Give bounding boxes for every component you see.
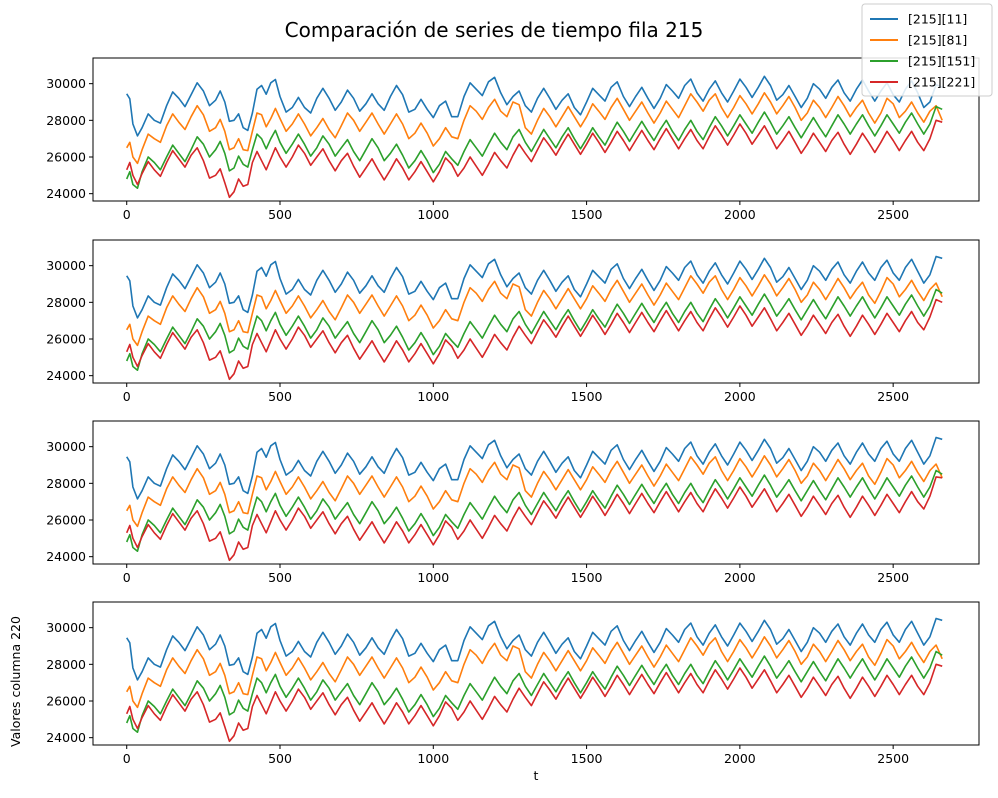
x-tick-label: 1000 <box>417 389 449 404</box>
y-axis-label: Valores columna 220 <box>8 616 23 747</box>
series-line-2 <box>126 636 943 709</box>
y-tick-label: 26000 <box>46 332 86 347</box>
series-line-3 <box>125 105 943 189</box>
x-tick-label: 1500 <box>571 389 603 404</box>
legend-box <box>861 3 993 97</box>
x-tick-label: 0 <box>123 207 131 222</box>
y-tick-label: 28000 <box>46 295 86 310</box>
series-line-1 <box>126 617 943 681</box>
x-tick-label: 500 <box>268 570 292 585</box>
x-tick-label: 0 <box>123 389 131 404</box>
x-tick-label: 0 <box>123 751 131 766</box>
y-tick-label: 24000 <box>46 730 86 745</box>
y-tick-label: 26000 <box>46 694 86 709</box>
x-tick-label: 1000 <box>417 751 449 766</box>
x-tick-label: 1000 <box>417 207 449 222</box>
y-tick-label: 24000 <box>46 549 86 564</box>
x-tick-label: 0 <box>123 570 131 585</box>
x-tick-label: 2500 <box>877 389 909 404</box>
x-tick-label: 1500 <box>571 751 603 766</box>
y-tick-label: 28000 <box>46 113 86 128</box>
legend-label: [215][221] <box>908 75 975 90</box>
legend-label: [215][11] <box>908 12 967 27</box>
x-tick-label: 2000 <box>724 570 756 585</box>
y-tick-label: 28000 <box>46 657 86 672</box>
axes-frame <box>92 420 980 565</box>
x-axis-label: t <box>534 768 539 783</box>
figure-title: Comparación de series de tiempo fila 215 <box>285 18 704 42</box>
series-line-2 <box>126 92 943 165</box>
series-group <box>125 75 943 199</box>
y-tick-label: 30000 <box>46 76 86 91</box>
x-tick-label: 500 <box>268 389 292 404</box>
series-group <box>125 436 943 562</box>
y-tick-label: 24000 <box>46 186 86 201</box>
y-tick-label: 26000 <box>46 150 86 165</box>
subplot-2: 0 500 1000 1500 2000 2500 24000 26000 28000 30000 <box>46 239 980 404</box>
y-tick-label: 30000 <box>46 258 86 273</box>
y-tick-label: 30000 <box>46 620 86 635</box>
series-line-1 <box>126 75 943 137</box>
x-tick-label: 1500 <box>571 207 603 222</box>
subplot-1: 0 500 1000 1500 2000 2500 24000 26000 28000 30000 <box>46 57 980 222</box>
legend: [215][11] [215][81] [215][151] [215][221] <box>861 3 993 97</box>
series-line-2 <box>126 274 943 347</box>
subplot-4: 0 500 1000 1500 2000 2500 24000 26000 28000 30000… <box>8 601 980 783</box>
y-tick-label: 28000 <box>46 476 86 491</box>
series-line-4 <box>125 298 943 381</box>
x-tick-label: 500 <box>268 751 292 766</box>
series-line-3 <box>125 650 943 733</box>
x-tick-label: 2000 <box>724 389 756 404</box>
series-line-4 <box>125 663 943 743</box>
axes-frame <box>92 239 980 384</box>
x-tick-label: 1500 <box>571 570 603 585</box>
series-line-3 <box>125 288 943 371</box>
axes-frame <box>92 57 980 202</box>
y-tick-label: 30000 <box>46 439 86 454</box>
subplot-3: 0 500 1000 1500 2000 2500 24000 26000 28000 30000 <box>46 420 980 585</box>
y-tick-label: 24000 <box>46 368 86 383</box>
series-line-1 <box>126 436 943 500</box>
legend-label: [215][151] <box>908 54 975 69</box>
y-tick-label: 26000 <box>46 513 86 528</box>
x-tick-label: 2500 <box>877 207 909 222</box>
x-tick-label: 2000 <box>724 207 756 222</box>
series-line-2 <box>126 455 943 528</box>
axes-frame <box>92 601 980 746</box>
subplots: 0 500 1000 1500 2000 2500 24000 26000 28000 30000… <box>8 57 980 783</box>
legend-label: [215][81] <box>908 33 967 48</box>
series-line-4 <box>125 476 943 562</box>
x-tick-label: 2500 <box>877 570 909 585</box>
x-tick-label: 2000 <box>724 751 756 766</box>
series-group <box>125 617 943 743</box>
series-line-3 <box>125 469 943 552</box>
series-group <box>125 255 943 381</box>
series-line-4 <box>125 119 943 199</box>
x-tick-label: 500 <box>268 207 292 222</box>
series-line-1 <box>126 255 943 319</box>
x-tick-label: 2500 <box>877 751 909 766</box>
x-tick-label: 1000 <box>417 570 449 585</box>
